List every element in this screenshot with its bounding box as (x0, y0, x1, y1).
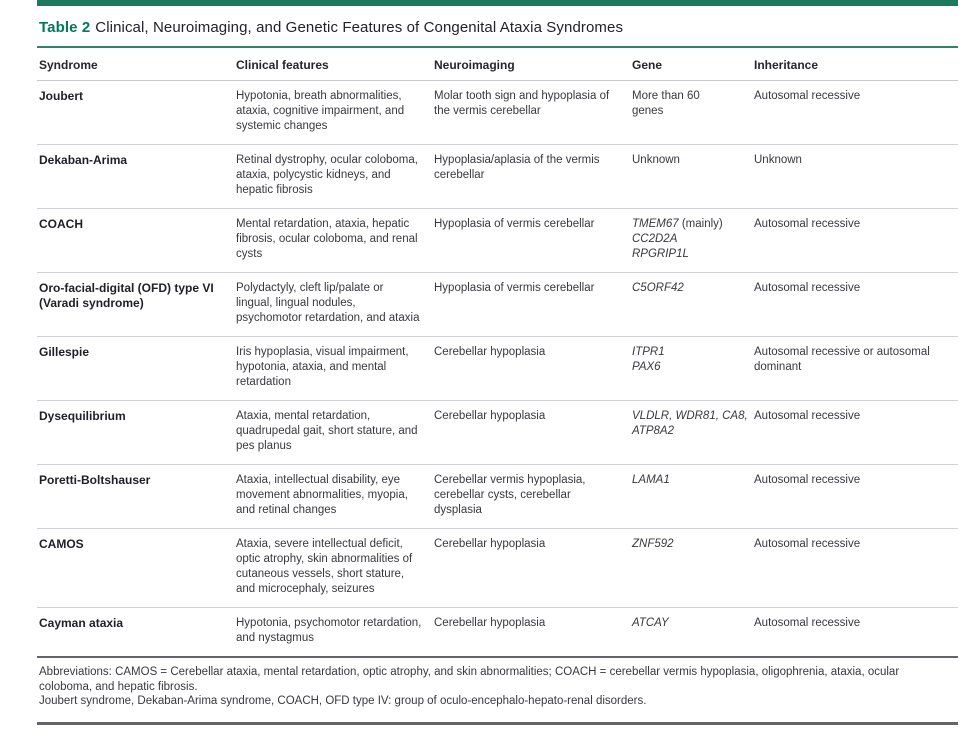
gene-cell: Unknown (630, 144, 752, 209)
gene-line: ITPR1 (632, 346, 665, 358)
bottom-rule (37, 721, 958, 725)
table-row: Oro-facial-digital (OFD) type VI (Varadi… (37, 272, 958, 337)
syndrome-cell: Cayman ataxia (39, 616, 124, 630)
footnote-top-rule (37, 656, 958, 658)
footnote-abbreviations: Abbreviations: CAMOS = Cerebellar ataxia… (39, 666, 900, 693)
neuroimaging-cell: Cerebellar hypoplasia (432, 400, 630, 465)
inheritance-cell: Autosomal recessive (752, 400, 958, 465)
gene-line: ATP8A2 (632, 425, 674, 437)
top-accent-bar (37, 0, 958, 6)
neuroimaging-cell: Cerebellar vermis hypoplasia, cerebellar… (432, 464, 630, 529)
syndrome-cell: Poretti-Boltshauser (37, 464, 234, 529)
clinical-features-cell: Mental retardation, ataxia, hepatic fibr… (234, 208, 432, 273)
gene-cell: ITPR1 PAX6 (630, 336, 752, 401)
table-row: COACH Mental retardation, ataxia, hepatic… (37, 208, 958, 273)
ataxia-syndromes-table: Syndrome Clinical features Neuroimaging … (37, 48, 958, 656)
gene-line: Unknown (632, 154, 680, 166)
gene-line: LAMA1 (632, 474, 670, 486)
table-number: Table 2 (39, 19, 91, 36)
gene-cell: ATCAY (630, 608, 752, 657)
neuroimaging-cell: Hypoplasia of vermis cerebellar (432, 208, 630, 273)
neuroimaging-cell: Molar tooth sign and hypoplasia of the v… (432, 80, 630, 145)
gene-line: TMEM67 (mainly) (632, 218, 723, 230)
neuroimaging-cell: Hypoplasia/aplasia of the vermis cerebel… (432, 144, 630, 209)
inheritance-cell: Autosomal recessive (752, 208, 958, 273)
gene-line: ATCAY (632, 617, 669, 629)
gene-cell: LAMA1 (630, 464, 752, 529)
footnote-syndrome-group: Joubert syndrome, Dekaban-Arima syndrome… (39, 695, 647, 707)
syndrome-cell: Dysequilibrium (37, 400, 234, 465)
gene-cell: VLDLR, WDR81, CA8, ATP8A2 (630, 400, 752, 465)
inheritance-cell: Autosomal recessive or autosomal dominan… (752, 336, 958, 401)
header-row: Syndrome Clinical features Neuroimaging … (37, 48, 958, 81)
inheritance-cell: Unknown (752, 144, 958, 209)
gene-cell: ZNF592 (630, 528, 752, 608)
gene-line: RPGRIP1L (632, 248, 689, 260)
gene-line: C5ORF42 (632, 282, 684, 294)
syndrome-cell: Joubert (37, 80, 234, 145)
footnotes: Abbreviations: CAMOS = Cerebellar ataxia… (37, 658, 953, 718)
table-title: Table 2 Clinical, Neuroimaging, and Genet… (39, 19, 958, 36)
clinical-features-cell: Ataxia, mental retardation, quadrupedal … (234, 400, 432, 465)
neuroimaging-cell: Cerebellar hypoplasia (432, 528, 630, 608)
neuroimaging-cell: Cerebellar hypoplasia (434, 617, 546, 629)
gene-cell: C5ORF42 (630, 272, 752, 337)
table-body: Joubert Hypotonia, breath abnormalities, … (37, 80, 958, 657)
clinical-features-cell: Ataxia, intellectual disability, eye mov… (234, 464, 432, 529)
column-header-neuroimaging: Neuroimaging (432, 48, 630, 81)
table-row: Dekaban-Arima Retinal dystrophy, ocular c… (37, 144, 958, 209)
table-row: Poretti-Boltshauser Ataxia, intellectual … (37, 464, 958, 529)
column-header-gene: Gene (630, 48, 752, 81)
table-row: Dysequilibrium Ataxia, mental retardation… (37, 400, 958, 465)
syndrome-cell: COACH (37, 208, 234, 273)
gene-line: ZNF592 (632, 538, 674, 550)
clinical-features-cell: Hypotonia, psychomotor retardation, and … (236, 617, 422, 644)
clinical-features-cell: Polydactyly, cleft lip/palate or lingual… (234, 272, 432, 337)
table-caption: Clinical, Neuroimaging, and Genetic Feat… (95, 19, 624, 36)
inheritance-cell: Autosomal recessive (752, 464, 958, 529)
syndrome-cell: Oro-facial-digital (OFD) type VI (Varadi… (37, 272, 234, 337)
column-header-syndrome: Syndrome (37, 48, 234, 81)
inheritance-cell: Autosomal recessive (752, 528, 958, 608)
inheritance-cell: Autosomal recessive (754, 617, 861, 629)
table-row: CAMOS Ataxia, severe intellectual deficit… (37, 528, 958, 608)
syndrome-cell: Gillespie (37, 336, 234, 401)
column-header-inheritance: Inheritance (752, 48, 958, 81)
gene-line: VLDLR, WDR81, CA8, (632, 410, 748, 422)
gene-line: PAX6 (632, 361, 661, 373)
clinical-features-cell: Iris hypoplasia, visual impairment, hypo… (234, 336, 432, 401)
gene-line: More than 60 (632, 90, 700, 102)
table-row: Cayman ataxia Hypotonia, psychomotor reta… (37, 608, 958, 657)
syndrome-cell: CAMOS (37, 528, 234, 608)
gene-cell: TMEM67 (mainly) CC2D2A RPGRIP1L (630, 208, 752, 273)
inheritance-cell: Autosomal recessive (752, 80, 958, 145)
title-rule (37, 46, 958, 48)
syndrome-cell: Dekaban-Arima (37, 144, 234, 209)
table-row: Joubert Hypotonia, breath abnormalities, … (37, 80, 958, 145)
neuroimaging-cell: Cerebellar hypoplasia (432, 336, 630, 401)
inheritance-cell: Autosomal recessive (752, 272, 958, 337)
clinical-features-cell: Hypotonia, breath abnormalities, ataxia,… (234, 80, 432, 145)
gene-line: genes (632, 105, 664, 117)
table-row: Gillespie Iris hypoplasia, visual impairm… (37, 336, 958, 401)
column-header-clinical-features: Clinical features (234, 48, 432, 81)
clinical-features-cell: Retinal dystrophy, ocular coloboma, atax… (234, 144, 432, 209)
neuroimaging-cell: Hypoplasia of vermis cerebellar (432, 272, 630, 337)
clinical-features-cell: Ataxia, severe intellectual deficit, opt… (234, 528, 432, 608)
gene-line: CC2D2A (632, 233, 678, 245)
gene-cell: More than 60 genes (630, 80, 752, 145)
